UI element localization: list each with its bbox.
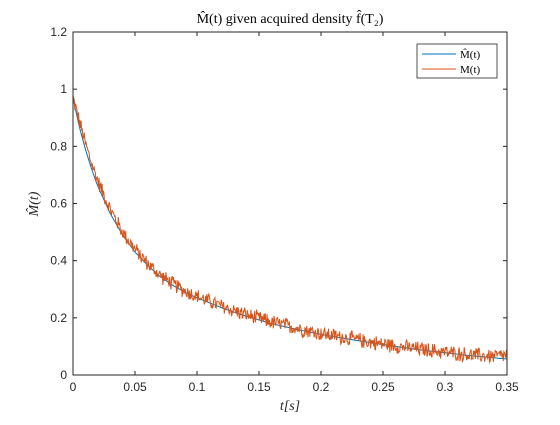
x-tick-label: 0.2	[313, 380, 330, 394]
legend-label-m-hat: M̂(t)	[460, 48, 481, 61]
legend: M̂(t) M(t)	[416, 43, 498, 79]
x-axis: 0 0.05 0.1 0.15 0.2 0.25 0.3 0.35	[70, 32, 519, 394]
plot-area	[73, 32, 507, 375]
y-axis-label: M̂(t)	[26, 191, 42, 217]
y-tick-label: 1.2	[50, 25, 67, 39]
x-axis-label: t[s]	[280, 399, 300, 414]
x-tick-label: 0.15	[247, 380, 271, 394]
x-tick-label: 0.3	[437, 380, 454, 394]
legend-box	[416, 43, 498, 79]
series-line-1	[72, 95, 508, 365]
y-tick-label: 1	[60, 82, 67, 96]
x-tick-label: 0.1	[189, 380, 206, 394]
x-tick-label: 0.25	[371, 380, 395, 394]
y-tick-label: 0.6	[50, 197, 67, 211]
y-axis: 0 0.2 0.4 0.6 0.8 1 1.2	[50, 25, 507, 382]
legend-label-m: M(t)	[460, 64, 481, 76]
chart-title: M̂(t) given acquired density f̂(T₂)	[197, 10, 384, 27]
x-tick-label: 0.05	[123, 380, 147, 394]
y-tick-label: 0.8	[50, 139, 67, 153]
y-tick-label: 0.4	[50, 254, 67, 268]
series-layer	[72, 95, 508, 365]
y-tick-label: 0	[60, 368, 67, 382]
x-tick-label: 0	[70, 380, 77, 394]
x-tick-label: 0.35	[495, 380, 519, 394]
y-tick-label: 0.2	[50, 311, 67, 325]
